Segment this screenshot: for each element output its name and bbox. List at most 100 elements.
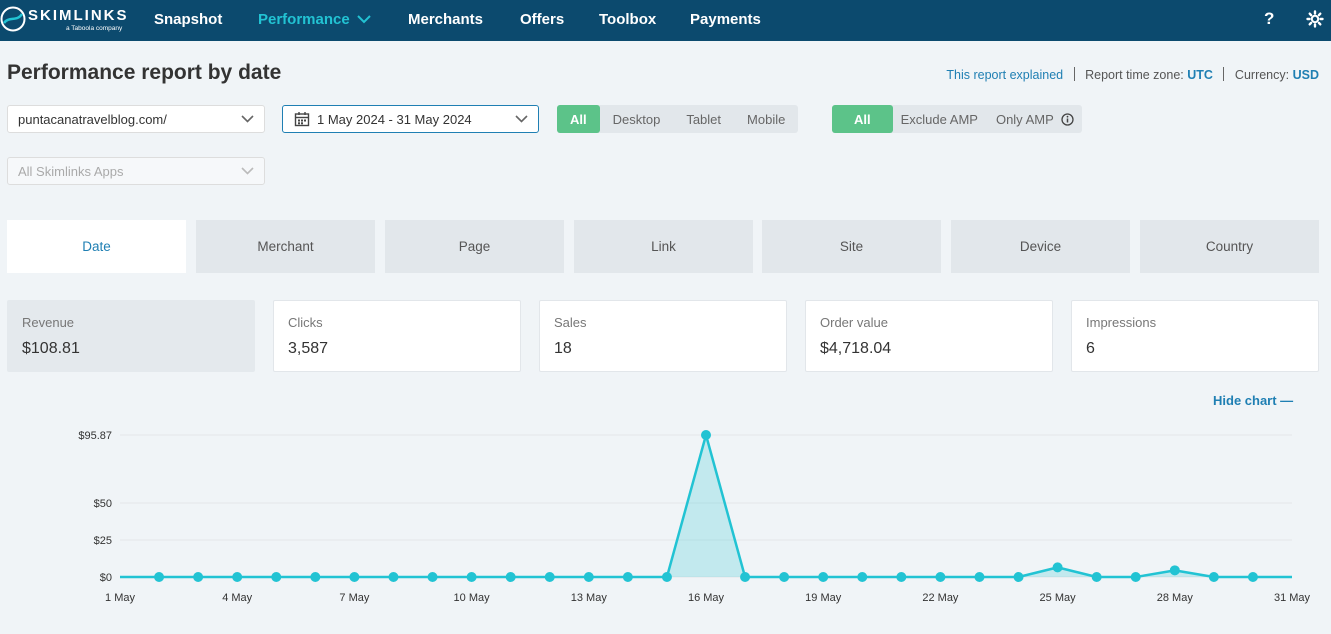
data-point xyxy=(1130,572,1141,582)
nav-performance-label: Performance xyxy=(258,11,350,28)
data-point xyxy=(232,572,243,582)
metric-value: $108.81 xyxy=(22,340,80,357)
date-range-value: 1 May 2024 - 31 May 2024 xyxy=(317,112,472,127)
x-tick-label: 28 May xyxy=(1157,592,1194,604)
tab-merchant[interactable]: Merchant xyxy=(196,220,375,273)
device-all[interactable]: All xyxy=(557,105,600,133)
data-point xyxy=(1169,565,1180,576)
nav-payments[interactable]: Payments xyxy=(690,11,761,28)
nav-merchants[interactable]: Merchants xyxy=(408,11,484,28)
logo-subtext: a Taboola company xyxy=(66,25,123,32)
x-tick-label: 4 May xyxy=(222,592,252,604)
data-point xyxy=(661,572,672,582)
tab-country[interactable]: Country xyxy=(1140,220,1319,273)
divider xyxy=(1073,67,1075,81)
amp-only[interactable]: Only AMP xyxy=(986,105,1082,133)
data-point xyxy=(583,572,594,582)
device-mobile[interactable]: Mobile xyxy=(747,112,786,127)
data-point xyxy=(974,572,985,582)
x-tick-label: 13 May xyxy=(571,592,608,604)
metric-card-revenue[interactable]: Revenue $108.81 xyxy=(7,300,255,372)
currency-label: Currency: xyxy=(1234,68,1290,82)
metric-label: Sales xyxy=(554,315,587,330)
data-point xyxy=(466,572,477,582)
x-tick-label: 7 May xyxy=(339,592,369,604)
chevron-down-icon xyxy=(241,115,254,123)
data-point xyxy=(1208,572,1219,582)
data-point xyxy=(779,572,790,582)
nav-performance[interactable]: Performance xyxy=(258,11,371,28)
logo-text: SKIMLINKS xyxy=(28,7,129,24)
help-icon[interactable]: ? xyxy=(1264,9,1275,28)
metric-value: 3,587 xyxy=(288,340,329,357)
report-explained-link[interactable]: This report explained xyxy=(946,68,1064,82)
metric-label: Impressions xyxy=(1086,315,1157,330)
metric-value: $4,718.04 xyxy=(820,340,892,357)
hide-chart-toggle[interactable]: Hide chart — xyxy=(1213,393,1294,408)
nav-offers[interactable]: Offers xyxy=(520,11,565,28)
data-point xyxy=(857,572,868,582)
data-point xyxy=(1247,572,1258,582)
data-point xyxy=(310,572,321,582)
tab-device[interactable]: Device xyxy=(951,220,1130,273)
date-range-select[interactable]: 1 May 2024 - 31 May 2024 xyxy=(282,105,539,133)
amp-all[interactable]: All xyxy=(832,105,893,133)
timezone-label: Report time zone: xyxy=(1085,68,1184,82)
y-tick-label: $95.87 xyxy=(78,430,112,442)
data-point xyxy=(935,572,946,582)
data-point xyxy=(193,572,204,582)
chevron-down-icon xyxy=(357,15,371,24)
x-tick-label: 19 May xyxy=(805,592,842,604)
amp-only-label: Only AMP xyxy=(995,112,1054,127)
report-meta: This report explained Report time zone: … xyxy=(946,67,1319,82)
nav-snapshot[interactable]: Snapshot xyxy=(154,11,223,28)
metric-card-sales[interactable]: Sales 18 xyxy=(539,300,787,372)
y-tick-label: $0 xyxy=(100,572,112,584)
tab-page[interactable]: Page xyxy=(385,220,564,273)
chevron-down-icon xyxy=(515,115,528,123)
y-tick-label: $25 xyxy=(94,535,112,547)
amp-exclude[interactable]: Exclude AMP xyxy=(900,112,978,127)
device-tablet[interactable]: Tablet xyxy=(686,112,722,127)
site-select-value: puntacanatravelblog.com/ xyxy=(18,112,167,127)
apps-select[interactable]: All Skimlinks Apps xyxy=(7,157,265,185)
data-point xyxy=(740,572,751,582)
gear-icon[interactable] xyxy=(1306,10,1324,28)
info-icon[interactable] xyxy=(1061,113,1074,126)
data-point xyxy=(701,430,711,440)
data-point xyxy=(1013,572,1024,582)
metric-label: Clicks xyxy=(288,315,323,330)
tab-link[interactable]: Link xyxy=(574,220,753,273)
x-tick-label: 16 May xyxy=(688,592,725,604)
data-point xyxy=(622,572,633,582)
currency-value: USD xyxy=(1292,68,1319,82)
metric-label: Order value xyxy=(820,315,888,330)
chevron-down-icon xyxy=(241,167,254,175)
logo-mark-icon xyxy=(0,6,26,32)
metric-card-order-value[interactable]: Order value $4,718.04 xyxy=(805,300,1053,372)
metric-label: Revenue xyxy=(22,315,75,330)
site-select[interactable]: puntacanatravelblog.com/ xyxy=(7,105,265,133)
top-nav: SKIMLINKS a Taboola company Snapshot Per… xyxy=(0,0,1331,41)
metric-card-impressions[interactable]: Impressions 6 xyxy=(1071,300,1319,372)
revenue-area xyxy=(120,435,1292,577)
tab-site[interactable]: Site xyxy=(762,220,941,273)
tab-date[interactable]: Date xyxy=(7,220,186,273)
timezone-value: UTC xyxy=(1187,68,1213,82)
data-point xyxy=(349,572,360,582)
device-desktop[interactable]: Desktop xyxy=(612,112,661,127)
x-tick-label: 1 May xyxy=(105,592,135,604)
revenue-chart: $0 $25 $50 $95.87 1 May 4 May 7 May 10 May 13 Ma… xyxy=(78,430,1311,604)
metric-card-clicks[interactable]: Clicks 3,587 xyxy=(273,300,521,372)
data-point xyxy=(544,572,555,582)
x-tick-label: 25 May xyxy=(1040,592,1077,604)
skimlinks-logo[interactable]: SKIMLINKS a Taboola company xyxy=(0,4,130,36)
metric-value: 18 xyxy=(554,340,572,357)
data-point xyxy=(818,572,829,582)
nav-toolbox[interactable]: Toolbox xyxy=(599,11,657,28)
data-point xyxy=(1091,572,1102,582)
y-tick-label: $50 xyxy=(94,498,112,510)
page-title: Performance report by date xyxy=(7,61,282,84)
divider xyxy=(1223,67,1225,81)
data-point xyxy=(271,572,282,582)
